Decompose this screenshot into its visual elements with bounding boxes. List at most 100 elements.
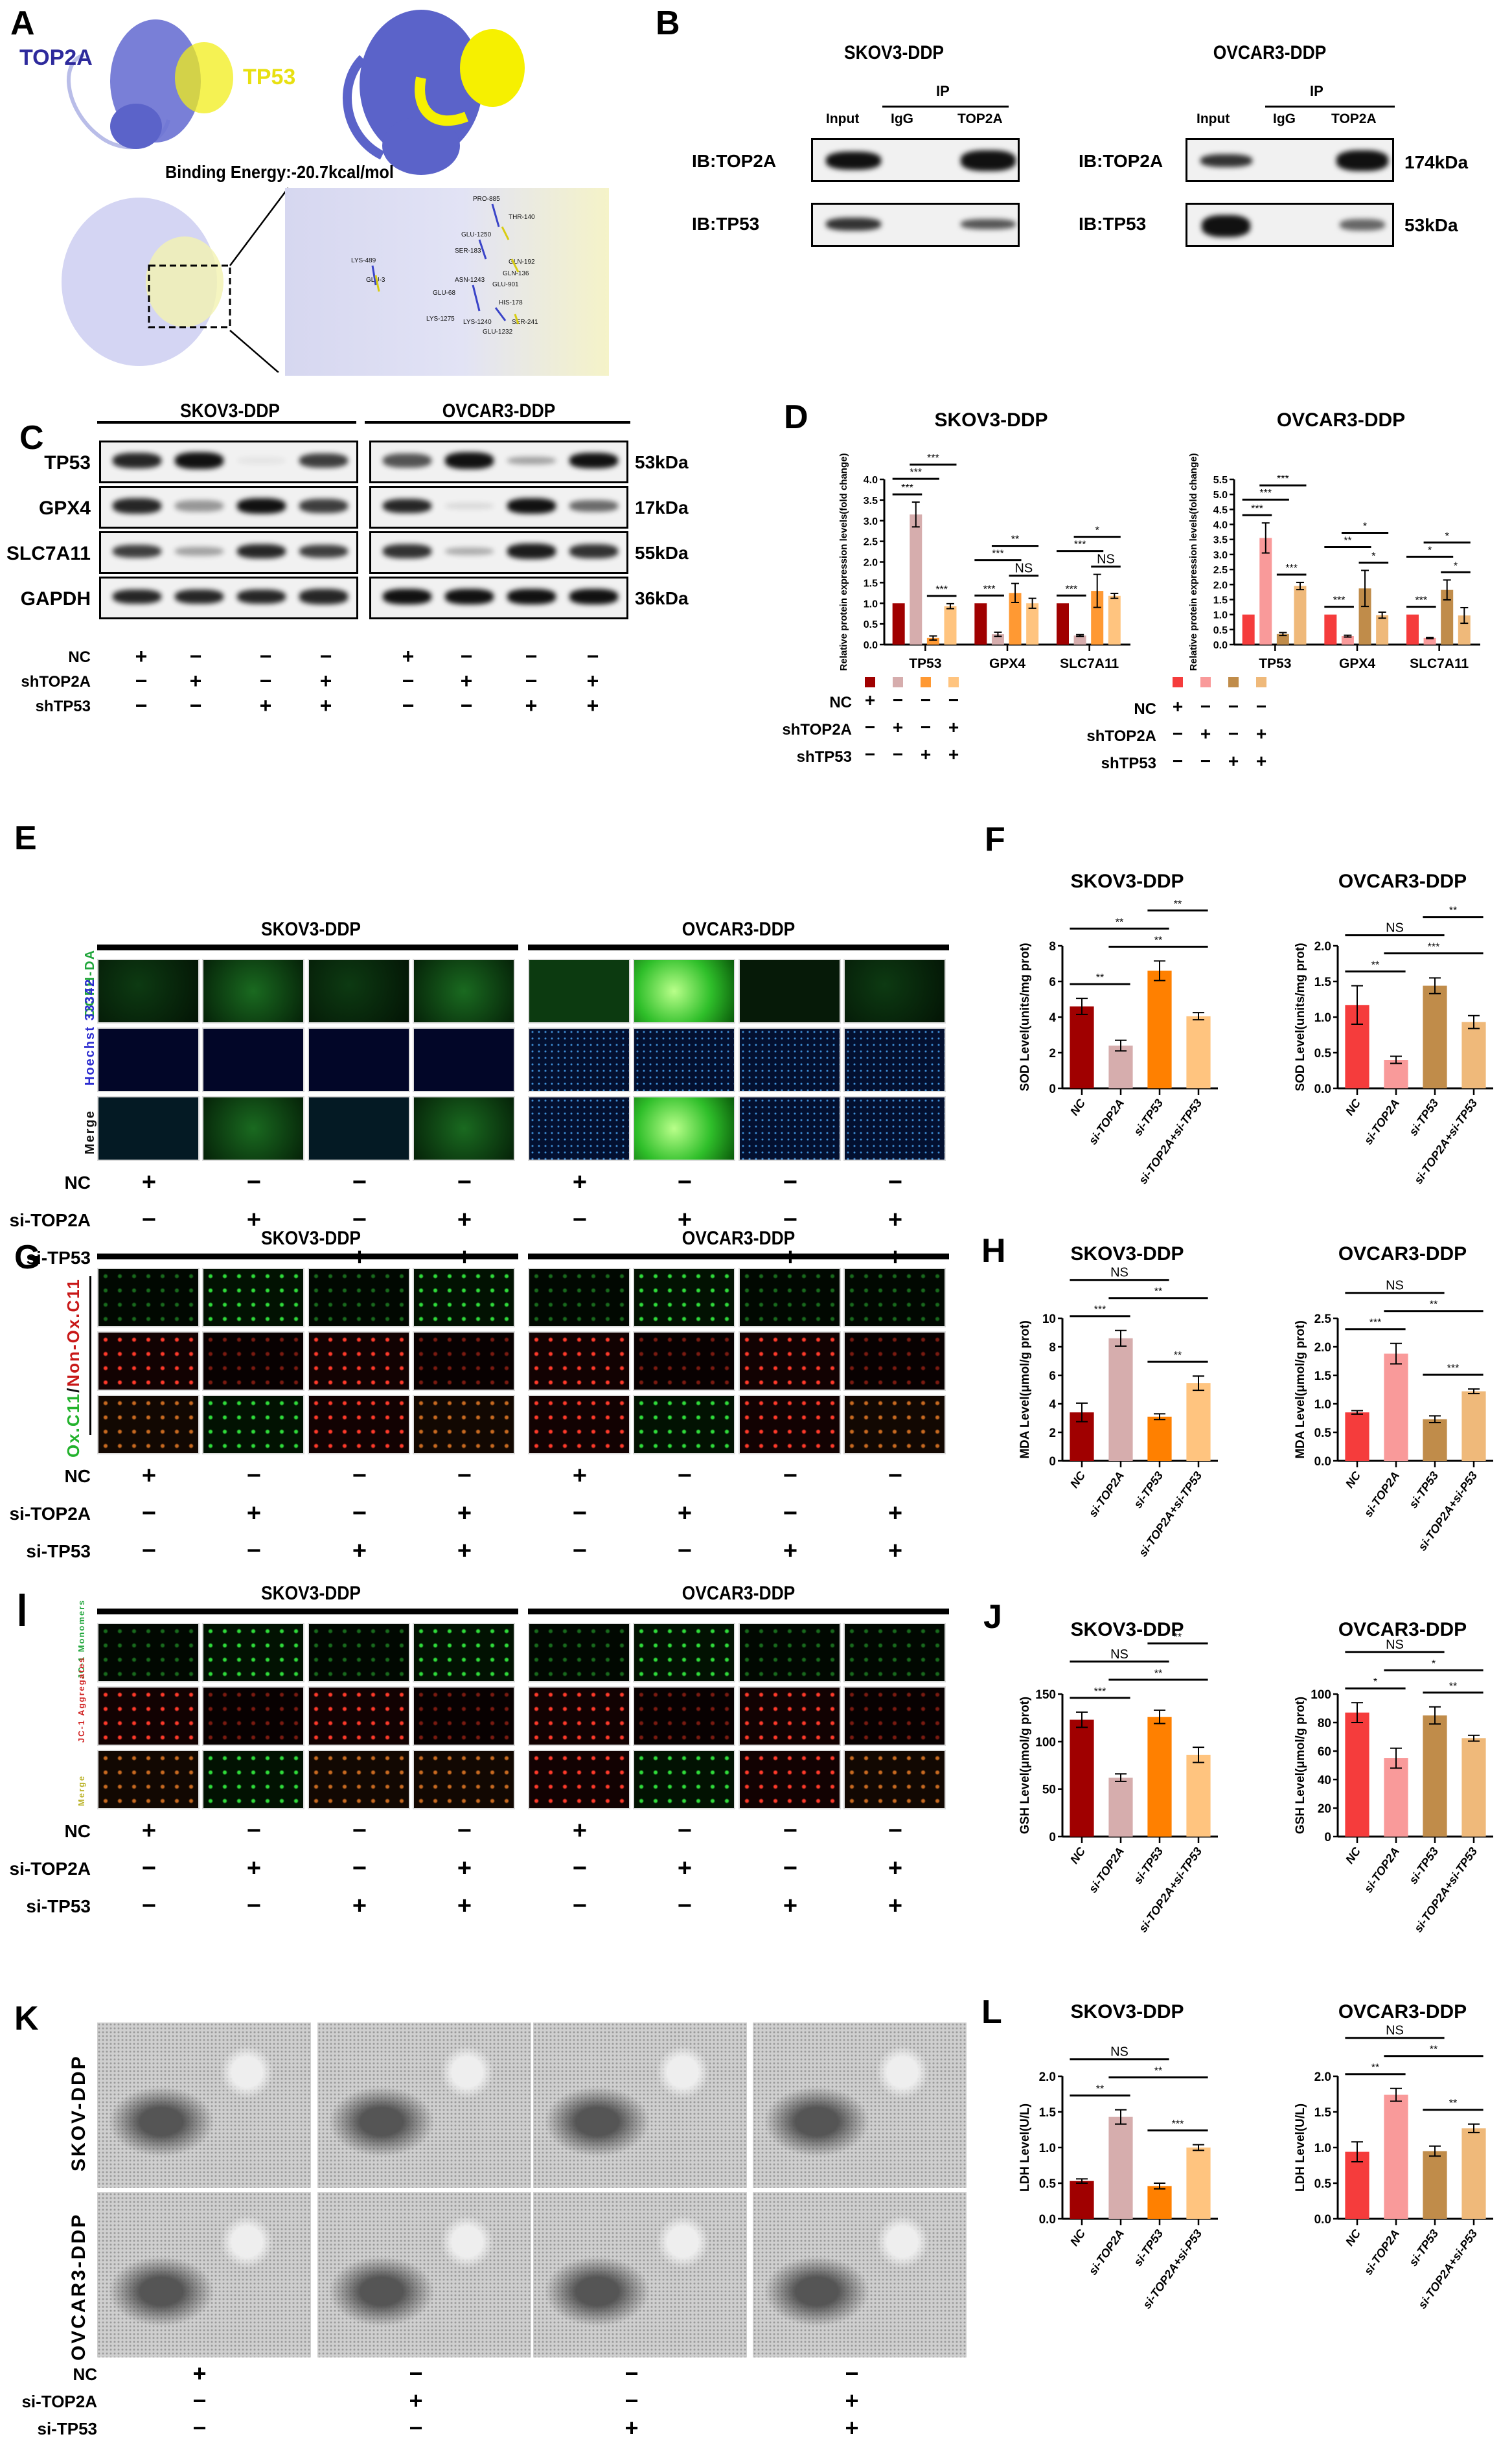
panel-label-b: B xyxy=(656,5,680,42)
panelI-condition-label: NC xyxy=(64,1821,91,1841)
chart-l-ovcar3: OVCAR3-DDP 0.0 0.5 1.0 1.5 2.0 LDH Level(U/L) N… xyxy=(1273,1999,1506,2311)
svg-text:3.5: 3.5 xyxy=(864,496,878,507)
panelI-sign: + xyxy=(352,1892,367,1920)
c-sign: + xyxy=(319,694,332,717)
panelE-image-tile xyxy=(413,959,515,1024)
legend-swatch xyxy=(865,677,875,687)
svg-text:**: ** xyxy=(1154,935,1162,946)
c-sign: − xyxy=(319,645,332,668)
panel-label-e: E xyxy=(14,819,37,857)
g-label-green: Ox.C11 xyxy=(63,1392,83,1458)
svg-text:si-TOP2A: si-TOP2A xyxy=(1086,2227,1127,2278)
panelE-sign: − xyxy=(572,1206,588,1233)
panelG-sign: + xyxy=(352,1537,367,1564)
panelI-image-tile xyxy=(528,1750,630,1809)
k-sign: + xyxy=(624,2414,639,2441)
svg-text:*: * xyxy=(1095,525,1099,536)
d-sign: − xyxy=(1228,696,1239,716)
chart-f-skov3: SKOV3-DDP 0 2 4 6 8 SOD Level(units/mg prot) NC… xyxy=(998,868,1231,1186)
svg-text:1.0: 1.0 xyxy=(1213,610,1228,621)
svg-text:si-TP53: si-TP53 xyxy=(1406,2227,1441,2269)
panelG-sign: − xyxy=(783,1462,798,1489)
svg-text:60: 60 xyxy=(1318,1745,1331,1759)
svg-text:NC: NC xyxy=(1343,1469,1364,1491)
svg-text:1.5: 1.5 xyxy=(1314,1369,1332,1383)
panelE-condition-label: si-TOP2A xyxy=(9,1210,91,1230)
c-kda-label: 36kDa xyxy=(635,588,689,608)
panelI-sign: − xyxy=(246,1892,262,1920)
panelI-image-tile xyxy=(202,1623,304,1682)
svg-text:10: 10 xyxy=(1042,1312,1056,1326)
chart-f-ovcar3: OVCAR3-DDP 0.0 0.5 1.0 1.5 2.0 SOD Level(units… xyxy=(1273,868,1506,1186)
svg-text:***: *** xyxy=(992,549,1004,560)
svg-text:3.0: 3.0 xyxy=(864,516,878,527)
panelG-ovcar-bar xyxy=(528,1254,949,1259)
b-skov-ip-line xyxy=(882,106,1009,108)
b-ovcar-blot-top2a xyxy=(1186,138,1394,182)
svg-text:100: 100 xyxy=(1035,1736,1056,1749)
panelG-image-tile xyxy=(633,1331,735,1391)
b-ovcar-ip-label: IP xyxy=(1310,83,1323,99)
b-ovcar-row-tp53: IB:TP53 xyxy=(1079,214,1147,234)
panelI-image-tile xyxy=(739,1623,841,1682)
panelG-sign: + xyxy=(457,1500,472,1527)
svg-text:NC: NC xyxy=(1068,1844,1088,1866)
panelG-image-tile xyxy=(413,1395,515,1454)
panelE-sign: + xyxy=(141,1169,157,1196)
g-label-red: Non-Ox.C11 xyxy=(63,1278,83,1387)
d-condition-label: shTOP2A xyxy=(1086,728,1156,745)
svg-text:20: 20 xyxy=(1318,1802,1331,1816)
svg-text:0.5: 0.5 xyxy=(1039,2177,1057,2191)
svg-text:SER-241: SER-241 xyxy=(512,319,538,326)
svg-text:***: *** xyxy=(983,584,996,595)
zoom-connector-lines xyxy=(229,187,289,372)
svg-text:si-TOP2A: si-TOP2A xyxy=(1086,1469,1127,1520)
svg-text:**: ** xyxy=(1449,2098,1457,2109)
panelG-image-tile xyxy=(528,1395,630,1454)
svg-text:40: 40 xyxy=(1318,1774,1331,1787)
panelI-image-tile xyxy=(97,1623,200,1682)
svg-text:si-TP53: si-TP53 xyxy=(1131,1845,1165,1886)
binding-energy-label: Binding Energy:-20.7kcal/mol xyxy=(165,162,394,182)
panelI-image-tile xyxy=(633,1686,735,1746)
panelG-image-tile xyxy=(528,1331,630,1391)
panelG-image-tile xyxy=(528,1268,630,1327)
d-sign: + xyxy=(1172,696,1184,716)
top2a-label: TOP2A xyxy=(19,45,93,70)
panelE-image-tile xyxy=(528,959,630,1024)
panel-label-h: H xyxy=(981,1232,1006,1270)
panelI-image-tile xyxy=(202,1686,304,1746)
panelI-sign: + xyxy=(457,1892,472,1920)
d-sign: − xyxy=(1172,724,1184,744)
c-sign: − xyxy=(460,694,473,717)
legend-swatch xyxy=(921,677,931,687)
panelE-image-tile xyxy=(528,1096,630,1161)
d-condition-label: shTP53 xyxy=(796,748,852,766)
b-ovcar-title: OVCAR3-DDP xyxy=(1213,42,1327,63)
d-sign: − xyxy=(1172,751,1184,771)
c-sign: + xyxy=(259,694,272,717)
c-ovcar-blot-gpx4 xyxy=(369,486,628,529)
c-skov-blot-gapdh xyxy=(99,577,358,619)
svg-text:0.0: 0.0 xyxy=(1314,1083,1331,1096)
k-tem-tile xyxy=(533,2192,747,2357)
d-sign: − xyxy=(1255,696,1267,716)
svg-text:**: ** xyxy=(1174,1350,1182,1361)
panelG-image-tile xyxy=(308,1395,410,1454)
svg-text:GPX4: GPX4 xyxy=(989,656,1025,671)
svg-text:2: 2 xyxy=(1049,1427,1056,1440)
legend-swatch xyxy=(1173,677,1183,687)
panelG-sign: − xyxy=(141,1537,157,1564)
svg-text:***: *** xyxy=(1277,474,1289,485)
svg-text:si-TOP2A: si-TOP2A xyxy=(1086,1097,1127,1147)
panelI-ovcar-bar xyxy=(528,1609,949,1614)
panel-label-k: K xyxy=(14,2000,39,2037)
c-sign: + xyxy=(189,669,202,693)
c-ovcar-blot-slc7a11 xyxy=(369,531,628,574)
svg-text:6: 6 xyxy=(1049,1369,1056,1383)
surface-structure-image xyxy=(324,6,531,175)
k-tem-tile xyxy=(97,2192,311,2357)
panelI-sign: + xyxy=(888,1892,903,1920)
svg-text:1.0: 1.0 xyxy=(1314,1398,1331,1412)
c-skov-title: SKOV3-DDP xyxy=(179,400,281,422)
